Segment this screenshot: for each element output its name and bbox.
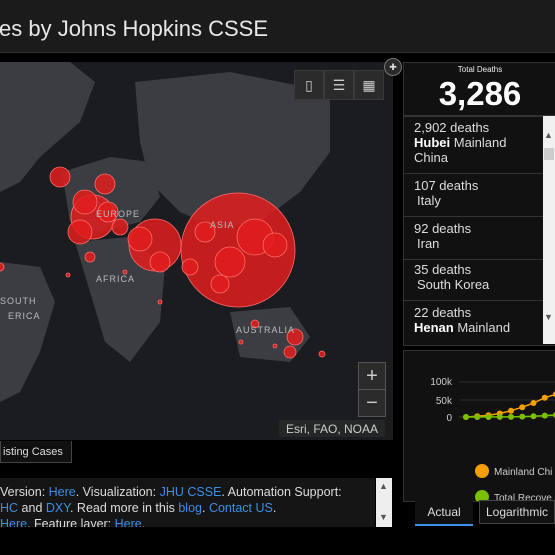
map-label-europe: EUROPE: [96, 209, 141, 219]
expand-icon[interactable]: ✚: [384, 58, 402, 76]
total-deaths-value: 3,286: [438, 75, 522, 112]
series-point: [530, 400, 537, 406]
legend-marker-recovered: [475, 490, 489, 501]
series-point: [541, 394, 548, 401]
case-bubbles: [0, 166, 326, 359]
footer-line-3: Here. Feature layer: Here.: [0, 516, 375, 527]
link-dxy[interactable]: DXY: [45, 501, 70, 515]
tab-existing-cases[interactable]: isting Cases: [0, 441, 72, 463]
map-attribution: Esri, FAO, NOAA: [279, 420, 385, 437]
list-item[interactable]: 107 deaths Italy: [404, 175, 544, 217]
series-point: [463, 414, 469, 420]
chart-svg: 100k 50k 0 Mainland Chi Total Recove: [430, 377, 555, 501]
scroll-thumb[interactable]: [544, 148, 554, 160]
page-title: es by Johns Hopkins CSSE: [0, 16, 269, 41]
series-point: [508, 413, 514, 420]
series-point: [474, 414, 481, 420]
scroll-up-icon[interactable]: ▲: [379, 481, 388, 491]
series-point: [496, 413, 503, 420]
link-contact-us[interactable]: Contact US: [208, 501, 273, 515]
list-item[interactable]: 35 deaths South Korea: [404, 261, 544, 301]
y-tick-label: 100k: [430, 377, 453, 388]
basemap-icon[interactable]: ▦: [354, 70, 384, 100]
cases-chart: 100k 50k 0 Mainland Chi Total Recove: [403, 350, 555, 502]
series-point: [508, 407, 514, 414]
footer-line-1: Version: Here. Visualization: JHU CSSE. …: [0, 485, 342, 499]
link-here-2[interactable]: Here: [0, 517, 28, 527]
series-point: [519, 404, 526, 411]
list-item[interactable]: 92 deaths Iran: [404, 218, 544, 260]
zoom-out-button[interactable]: −: [358, 389, 386, 417]
map-label-asia: ASIA: [210, 220, 235, 230]
legend-marker-mainland: [475, 464, 489, 478]
series-point: [530, 413, 537, 420]
list-icon[interactable]: ☰: [324, 70, 354, 100]
bookmark-icon[interactable]: ▯: [294, 70, 324, 100]
legend-label-recovered: Total Recove: [494, 493, 552, 501]
footer-scrollbar[interactable]: ▲ ▼: [376, 478, 392, 527]
zoom-in-button[interactable]: +: [358, 362, 386, 390]
map-label-south-america-2: ERICA: [8, 311, 41, 321]
footer-line-2: HC and DXY. Read more in this blog. Cont…: [0, 501, 277, 515]
series-point: [485, 414, 492, 420]
link-feature-layer[interactable]: Here: [114, 517, 142, 527]
link-blog[interactable]: blog: [178, 501, 202, 515]
legend-label-mainland: Mainland Chi: [494, 467, 552, 478]
series-point: [541, 412, 548, 419]
link-jhu-csse[interactable]: JHU CSSE: [159, 485, 222, 499]
footer-text: Version: Here. Visualization: JHU CSSE. …: [0, 478, 375, 527]
tab-actual[interactable]: Actual: [415, 500, 473, 526]
tab-logarithmic[interactable]: Logarithmic: [479, 500, 555, 524]
map-label-africa: AFRICA: [96, 274, 136, 284]
link-hc[interactable]: HC: [0, 501, 19, 515]
y-tick-label: 0: [446, 413, 452, 424]
header-bar: es by Johns Hopkins CSSE: [0, 0, 555, 53]
bubble-australia: [286, 328, 304, 346]
scroll-up-icon[interactable]: ▲: [544, 130, 553, 140]
y-tick-label: 50k: [436, 396, 453, 407]
list-scrollbar[interactable]: ▲ ▼: [543, 116, 555, 344]
map-view[interactable]: EUROPE AFRICA ASIA SOUTH ERICA AUSTRALIA…: [0, 62, 393, 440]
world-map[interactable]: [0, 62, 393, 440]
link-here[interactable]: Here: [48, 485, 76, 499]
series-point: [519, 413, 526, 420]
list-item[interactable]: 2,902 deaths Hubei Mainland China: [404, 120, 544, 174]
map-label-south-america-1: SOUTH: [0, 296, 37, 306]
map-label-australia: AUSTRALIA: [236, 325, 296, 335]
list-item[interactable]: 22 deaths Henan Mainland: [414, 305, 511, 335]
scroll-down-icon[interactable]: ▼: [379, 512, 388, 522]
total-deaths-panel: Total Deaths 3,286: [403, 62, 555, 116]
total-deaths-label: Total Deaths: [457, 65, 503, 74]
deaths-list[interactable]: 2,902 deaths Hubei Mainland China 107 de…: [403, 116, 555, 346]
scroll-down-icon[interactable]: ▼: [544, 312, 553, 322]
